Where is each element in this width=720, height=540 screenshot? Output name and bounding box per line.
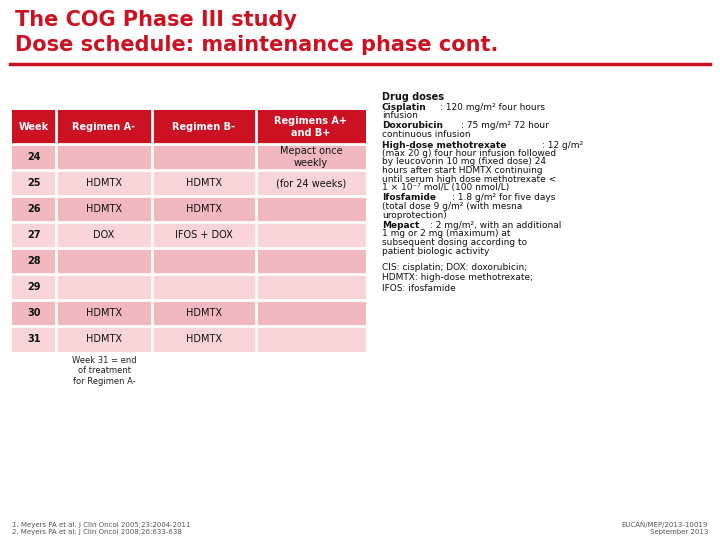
Text: Regimens A+
and B+: Regimens A+ and B+ bbox=[274, 116, 348, 138]
Text: 26: 26 bbox=[27, 204, 41, 214]
Text: HDMTX: HDMTX bbox=[186, 178, 222, 188]
Text: HDMTX: HDMTX bbox=[86, 204, 122, 214]
Text: Mepact: Mepact bbox=[382, 221, 419, 230]
Bar bbox=[256, 222, 366, 248]
Text: HDMTX: HDMTX bbox=[86, 308, 122, 318]
Bar bbox=[152, 110, 256, 144]
Text: (total dose 9 g/m² (with mesna: (total dose 9 g/m² (with mesna bbox=[382, 202, 522, 211]
Text: by leucovorin 10 mg (fixed dose) 24: by leucovorin 10 mg (fixed dose) 24 bbox=[382, 158, 546, 166]
Text: 31: 31 bbox=[27, 334, 41, 344]
Bar bbox=[152, 170, 256, 196]
Text: 30: 30 bbox=[27, 308, 41, 318]
Text: : 75 mg/m² 72 hour: : 75 mg/m² 72 hour bbox=[461, 122, 549, 131]
Text: Week 31 = end
of treatment
for Regimen A-: Week 31 = end of treatment for Regimen A… bbox=[72, 356, 136, 386]
Bar bbox=[152, 248, 256, 274]
Text: patient biologic activity: patient biologic activity bbox=[382, 246, 490, 255]
Text: IFOS + DOX: IFOS + DOX bbox=[175, 230, 233, 240]
Text: DOX: DOX bbox=[94, 230, 114, 240]
Bar bbox=[56, 274, 152, 300]
Bar bbox=[12, 170, 56, 196]
Text: Regimen A-: Regimen A- bbox=[73, 122, 135, 132]
Text: : 2 mg/m², with an additional: : 2 mg/m², with an additional bbox=[431, 221, 562, 230]
Bar bbox=[56, 196, 152, 222]
Bar bbox=[152, 326, 256, 352]
Text: Drug doses: Drug doses bbox=[382, 92, 444, 102]
Text: subsequent dosing according to: subsequent dosing according to bbox=[382, 238, 527, 247]
Bar bbox=[152, 300, 256, 326]
Text: HDMTX: HDMTX bbox=[86, 178, 122, 188]
Bar bbox=[56, 170, 152, 196]
Bar bbox=[56, 110, 152, 144]
Bar bbox=[256, 170, 366, 196]
Bar bbox=[12, 110, 56, 144]
Bar bbox=[12, 248, 56, 274]
Text: HDMTX: HDMTX bbox=[186, 308, 222, 318]
Text: HDMTX: HDMTX bbox=[186, 334, 222, 344]
Bar bbox=[256, 326, 366, 352]
Bar bbox=[152, 144, 256, 170]
Text: 24: 24 bbox=[27, 152, 41, 162]
Bar bbox=[256, 144, 366, 170]
Bar bbox=[12, 274, 56, 300]
Text: HDMTX: HDMTX bbox=[86, 334, 122, 344]
Text: Ifosfamide: Ifosfamide bbox=[382, 193, 436, 202]
Text: infusion: infusion bbox=[382, 111, 418, 120]
Bar bbox=[256, 110, 366, 144]
Text: (max 20 g) four hour infusion followed: (max 20 g) four hour infusion followed bbox=[382, 149, 556, 158]
Bar bbox=[12, 326, 56, 352]
Bar bbox=[12, 144, 56, 170]
Bar bbox=[152, 196, 256, 222]
Text: Regimen B-: Regimen B- bbox=[173, 122, 235, 132]
Bar bbox=[256, 274, 366, 300]
Text: Dose schedule: maintenance phase cont.: Dose schedule: maintenance phase cont. bbox=[15, 35, 498, 55]
Bar bbox=[12, 300, 56, 326]
Text: Doxorubicin: Doxorubicin bbox=[382, 122, 443, 131]
Text: : 12 g/m²: : 12 g/m² bbox=[542, 140, 584, 150]
Text: EUCAN/MEP/2013-10019
September 2013: EUCAN/MEP/2013-10019 September 2013 bbox=[621, 522, 708, 535]
Text: 1 mg or 2 mg (maximum) at: 1 mg or 2 mg (maximum) at bbox=[382, 230, 510, 239]
Bar bbox=[152, 274, 256, 300]
Text: High-dose methotrexate: High-dose methotrexate bbox=[382, 140, 506, 150]
Bar bbox=[56, 222, 152, 248]
Text: CIS: cisplatin; DOX: doxorubicin;
HDMTX: high-dose methotrexate;
IFOS: ifosfamid: CIS: cisplatin; DOX: doxorubicin; HDMTX:… bbox=[382, 263, 533, 293]
Text: 1. Meyers PA et al. J Clin Oncol 2005;23:2004-2011
2. Meyers PA et al. J Clin On: 1. Meyers PA et al. J Clin Oncol 2005;23… bbox=[12, 522, 191, 535]
Text: 27: 27 bbox=[27, 230, 41, 240]
Text: Week: Week bbox=[19, 122, 49, 132]
Bar bbox=[56, 144, 152, 170]
Bar bbox=[56, 300, 152, 326]
Text: : 1.8 g/m² for five days: : 1.8 g/m² for five days bbox=[451, 193, 555, 202]
Text: 1 × 10⁻⁷ mol/L (100 nmol/L): 1 × 10⁻⁷ mol/L (100 nmol/L) bbox=[382, 183, 509, 192]
Bar bbox=[256, 248, 366, 274]
Text: 29: 29 bbox=[27, 282, 41, 292]
Text: continuous infusion: continuous infusion bbox=[382, 130, 471, 139]
Bar bbox=[152, 222, 256, 248]
Text: 25: 25 bbox=[27, 178, 41, 188]
Text: Cisplatin: Cisplatin bbox=[382, 103, 427, 111]
Bar bbox=[12, 196, 56, 222]
Text: 28: 28 bbox=[27, 256, 41, 266]
Bar bbox=[56, 326, 152, 352]
Text: uroprotection): uroprotection) bbox=[382, 211, 446, 219]
Text: until serum high dose methotrexate <: until serum high dose methotrexate < bbox=[382, 174, 557, 184]
Bar bbox=[256, 300, 366, 326]
Bar bbox=[256, 196, 366, 222]
Text: hours after start HDMTX continuing: hours after start HDMTX continuing bbox=[382, 166, 543, 175]
Text: The COG Phase III study: The COG Phase III study bbox=[15, 10, 297, 30]
Bar bbox=[12, 222, 56, 248]
Text: : 120 mg/m² four hours: : 120 mg/m² four hours bbox=[440, 103, 545, 111]
Text: HDMTX: HDMTX bbox=[186, 204, 222, 214]
Bar bbox=[56, 248, 152, 274]
Text: Mepact once
weekly: Mepact once weekly bbox=[279, 146, 342, 168]
Text: (for 24 weeks): (for 24 weeks) bbox=[276, 178, 346, 188]
